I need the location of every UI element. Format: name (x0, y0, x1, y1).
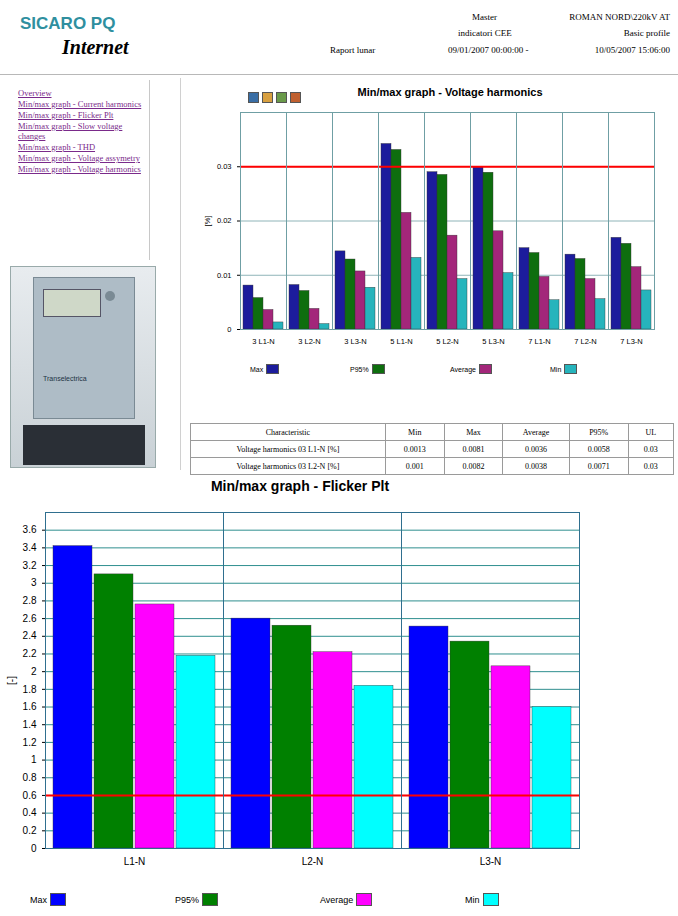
svg-text:0.03: 0.03 (217, 162, 232, 171)
html-text:Characteristic: Characteristic (265, 427, 311, 437)
svg-text:[-]: [-] (6, 676, 17, 685)
html-text:P95%: P95% (589, 427, 609, 437)
html-text:Min/max graph - Voltage assyme: Min/max graph - Voltage assymetry (18, 153, 140, 163)
svg-text:3 L1-N: 3 L1-N (252, 337, 275, 346)
html-text:Min/max graph - Flicker Plt: Min/max graph - Flicker Plt (18, 110, 114, 120)
html-text:Min/max graph - Voltage harmon: Min/max graph - Voltage harmonics (18, 164, 141, 174)
svg-text:5 L1-N: 5 L1-N (390, 337, 413, 346)
html-text:UL: UL (645, 427, 657, 437)
html-text:Min: Min (408, 427, 422, 437)
html-text:Max: Max (250, 365, 264, 373)
html-text:Internet: Internet (62, 36, 129, 58)
html-text:Min: Min (550, 365, 562, 373)
svg-text:0.01: 0.01 (217, 271, 232, 280)
svg-text:L3-N: L3-N (480, 856, 502, 867)
svg-text:3.6: 3.6 (23, 524, 37, 535)
html-text:Voltage harmonics 03 L2-N [%]: Voltage harmonics 03 L2-N [%] (236, 461, 340, 471)
svg-text:3 L2-N: 3 L2-N (298, 337, 321, 346)
svg-text:0: 0 (227, 325, 231, 334)
html-text:0.0036: 0.0036 (525, 444, 548, 454)
svg-text:5 L2-N: 5 L2-N (436, 337, 459, 346)
html-text:0.0058: 0.0058 (587, 444, 610, 454)
svg-text:2.8: 2.8 (23, 595, 37, 606)
html-text:Max: Max (466, 427, 481, 437)
html-text:SICARO PQ: SICARO PQ (20, 14, 116, 33)
html-text:0.0038: 0.0038 (525, 461, 548, 471)
svg-text:2.6: 2.6 (23, 613, 37, 624)
html-text:0.0013: 0.0013 (403, 444, 426, 454)
svg-text:0.8: 0.8 (23, 772, 37, 783)
html-text:Average: Average (320, 894, 354, 905)
svg-text:L1-N: L1-N (124, 856, 146, 867)
svg-text:1.4: 1.4 (23, 719, 37, 730)
html-text:Transelectrica: Transelectrica (43, 375, 87, 382)
svg-text:0: 0 (31, 843, 37, 854)
svg-text:1.2: 1.2 (23, 737, 37, 748)
svg-text:[%]: [%] (203, 216, 212, 227)
svg-text:7 L2-N: 7 L2-N (574, 337, 597, 346)
svg-text:L2-N: L2-N (302, 856, 324, 867)
html-text:10/05/2007 15:06:00: 10/05/2007 15:06:00 (594, 45, 670, 55)
html-text:Overview: Overview (18, 88, 52, 98)
html-text:Min/max graph - Voltage harmon: Min/max graph - Voltage harmonics (357, 86, 543, 98)
html-text:Basic profile: Basic profile (623, 28, 670, 38)
html-text:indicatori CEE: indicatori CEE (458, 28, 512, 38)
svg-text:3.4: 3.4 (23, 542, 37, 553)
svg-text:3.2: 3.2 (23, 560, 37, 571)
svg-text:1.8: 1.8 (23, 684, 37, 695)
html-text:P95%: P95% (350, 365, 369, 373)
svg-text:2.2: 2.2 (23, 648, 37, 659)
svg-text:3 L3-N: 3 L3-N (344, 337, 367, 346)
html-text:Average: Average (450, 365, 476, 373)
svg-text:0.02: 0.02 (217, 216, 232, 225)
svg-text:0.2: 0.2 (23, 825, 37, 836)
html-text:0.001: 0.001 (405, 461, 424, 471)
html-text:Min/max graph - Flicker Plt: Min/max graph - Flicker Plt (210, 478, 390, 494)
svg-text:2.4: 2.4 (23, 630, 37, 641)
html-text:Average: Average (522, 427, 550, 437)
svg-text:3: 3 (31, 577, 37, 588)
html-text:09/01/2007 00:00:00 -: 09/01/2007 00:00:00 - (448, 45, 529, 55)
html-text:0.0081: 0.0081 (462, 444, 485, 454)
html-text:0.03: 0.03 (643, 461, 658, 471)
svg-text:0.6: 0.6 (23, 790, 37, 801)
svg-text:7 L3-N: 7 L3-N (620, 337, 643, 346)
html-text:0.0071: 0.0071 (587, 461, 610, 471)
html-text:ROMAN NORD\220kV AT: ROMAN NORD\220kV AT (569, 12, 670, 22)
html-text:Raport lunar: Raport lunar (330, 45, 376, 55)
html-text:Master: Master (472, 12, 497, 22)
svg-text:2: 2 (31, 666, 37, 677)
svg-text:7 L1-N: 7 L1-N (528, 337, 551, 346)
html-text:P95%: P95% (175, 894, 199, 905)
svg-text:1.6: 1.6 (23, 701, 37, 712)
svg-text:0.4: 0.4 (23, 807, 37, 818)
html-text:Max: Max (30, 894, 47, 905)
html-text:Min/max graph - Current harmon: Min/max graph - Current harmonics (18, 99, 142, 109)
html-text:0.0082: 0.0082 (462, 461, 485, 471)
html-text:Voltage harmonics 03 L1-N [%]: Voltage harmonics 03 L1-N [%] (236, 444, 340, 454)
html-text:0.03: 0.03 (643, 444, 658, 454)
svg-text:5 L3-N: 5 L3-N (482, 337, 505, 346)
html-text:Min/max graph - THD: Min/max graph - THD (18, 142, 95, 152)
html-text:Min/max graph - Slow voltage c: Min/max graph - Slow voltage changes (18, 121, 123, 141)
svg-text:1: 1 (31, 754, 37, 765)
html-text:Min: Min (465, 894, 480, 905)
